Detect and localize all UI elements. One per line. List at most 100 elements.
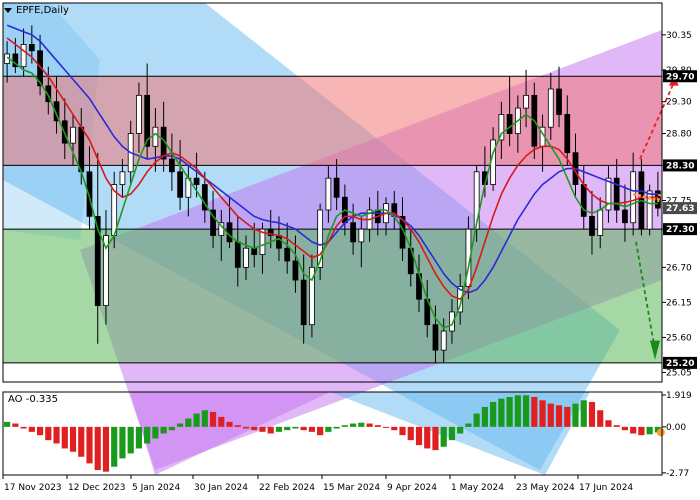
price-badge	[663, 202, 697, 215]
red-ma-line	[6, 37, 658, 301]
candle-body	[333, 177, 340, 198]
ao-bar	[374, 425, 381, 427]
ao-bar	[498, 398, 505, 427]
ao-bar	[654, 426, 661, 433]
candle-body	[564, 114, 571, 154]
candle-body	[259, 228, 266, 256]
candle-body	[20, 44, 27, 68]
axes-layer: 30.3529.8029.3028.8028.3027.7527.3026.70…	[2, 2, 697, 493]
price-tick-label: 29.30	[666, 98, 692, 108]
ao-bar	[432, 426, 439, 451]
ao-bar	[135, 426, 143, 449]
candle-body	[473, 171, 480, 230]
ao-indicator-pane[interactable]	[4, 392, 665, 475]
candle-body	[45, 85, 52, 103]
ao-bar	[300, 426, 307, 431]
ao-bar	[555, 405, 563, 427]
green-zone	[3, 229, 662, 363]
ao-bar	[45, 426, 52, 441]
ao-bar	[317, 426, 324, 436]
ao-bar	[531, 396, 538, 427]
ao-bar	[547, 403, 554, 427]
ao-bar	[119, 426, 126, 459]
ao-bar	[226, 421, 233, 427]
candle-body	[589, 215, 595, 236]
ao-bar	[490, 401, 497, 427]
ao-bar	[209, 411, 217, 427]
candle-body	[646, 190, 653, 230]
date-tick-label: 17 Jun 2024	[579, 483, 633, 493]
candle-body	[70, 126, 76, 144]
ao-bar	[292, 426, 299, 429]
date-tick-label: 9 Apr 2024	[387, 483, 437, 493]
date-tick-label: 12 Dec 2023	[68, 483, 126, 493]
main-pane-border	[2, 2, 663, 383]
candle-body	[556, 88, 562, 115]
ao-bar	[275, 426, 283, 432]
candle-body	[94, 215, 101, 306]
candle-body	[86, 171, 93, 217]
ao-bar	[407, 426, 414, 441]
ao-bar	[267, 426, 274, 434]
candle-body	[103, 235, 109, 306]
red-zone	[3, 76, 662, 166]
ao-bar	[111, 426, 118, 467]
date-tick-label: 5 Jan 2024	[132, 483, 180, 493]
ao-bar	[382, 426, 390, 428]
ao-bar	[308, 426, 315, 432]
candle-body	[234, 241, 241, 268]
candle-body	[136, 94, 142, 134]
ao-bar	[358, 422, 365, 427]
ao-bar	[86, 426, 93, 464]
date-tick-label: 15 Mar 2024	[323, 483, 380, 493]
candle-body	[449, 311, 455, 332]
chart-header: EPFE,Daily AO -0.335	[4, 5, 69, 405]
ao-bar	[440, 426, 447, 447]
ao-bar	[415, 426, 423, 446]
candle-body	[309, 266, 315, 326]
ao-bar	[638, 426, 645, 436]
ao-bar	[564, 406, 571, 427]
price-badge	[663, 159, 697, 172]
candle-body	[28, 44, 35, 52]
ao-bar	[251, 426, 258, 431]
triangle-down-icon[interactable]	[4, 8, 12, 13]
ao-bar	[61, 426, 68, 449]
candle-body	[506, 114, 513, 134]
ao-bar	[399, 426, 406, 436]
price-tick-label: 26.70	[666, 263, 692, 273]
ao-bar	[28, 426, 35, 432]
candle-body	[605, 177, 612, 211]
ao-bar	[325, 426, 332, 432]
ao-bar	[160, 426, 167, 434]
main-price-pane[interactable]	[3, 3, 679, 470]
ao-bar	[597, 410, 604, 427]
candle-body	[498, 114, 505, 141]
ao-purple-shape	[130, 392, 330, 475]
ao-bar	[457, 426, 464, 434]
ao-bar	[621, 426, 629, 431]
ao-bar	[341, 425, 348, 427]
date-tick-label: 30 Jan 2024	[194, 483, 248, 493]
ao-bar	[448, 426, 456, 441]
candle-body	[325, 177, 332, 211]
ao-pane-border	[2, 391, 663, 476]
blue-ma-line	[6, 24, 658, 294]
candle-body	[152, 126, 159, 147]
ao-bar	[20, 426, 27, 429]
ao-bar	[481, 406, 488, 427]
ao-bar	[218, 416, 225, 427]
price-badge-label: 27.30	[666, 225, 694, 235]
candle-body	[358, 228, 365, 243]
price-badge	[663, 356, 697, 369]
date-tick-label: 17 Nov 2023	[4, 483, 62, 493]
candle-body	[523, 94, 529, 109]
candle-body	[580, 184, 587, 217]
ao-bar	[630, 426, 637, 434]
candle-body	[12, 53, 19, 68]
ao-bar	[201, 410, 208, 427]
ao-bar	[605, 420, 612, 427]
ao-bar	[53, 426, 60, 444]
projection-line	[632, 192, 662, 203]
ao-bar	[185, 418, 192, 427]
